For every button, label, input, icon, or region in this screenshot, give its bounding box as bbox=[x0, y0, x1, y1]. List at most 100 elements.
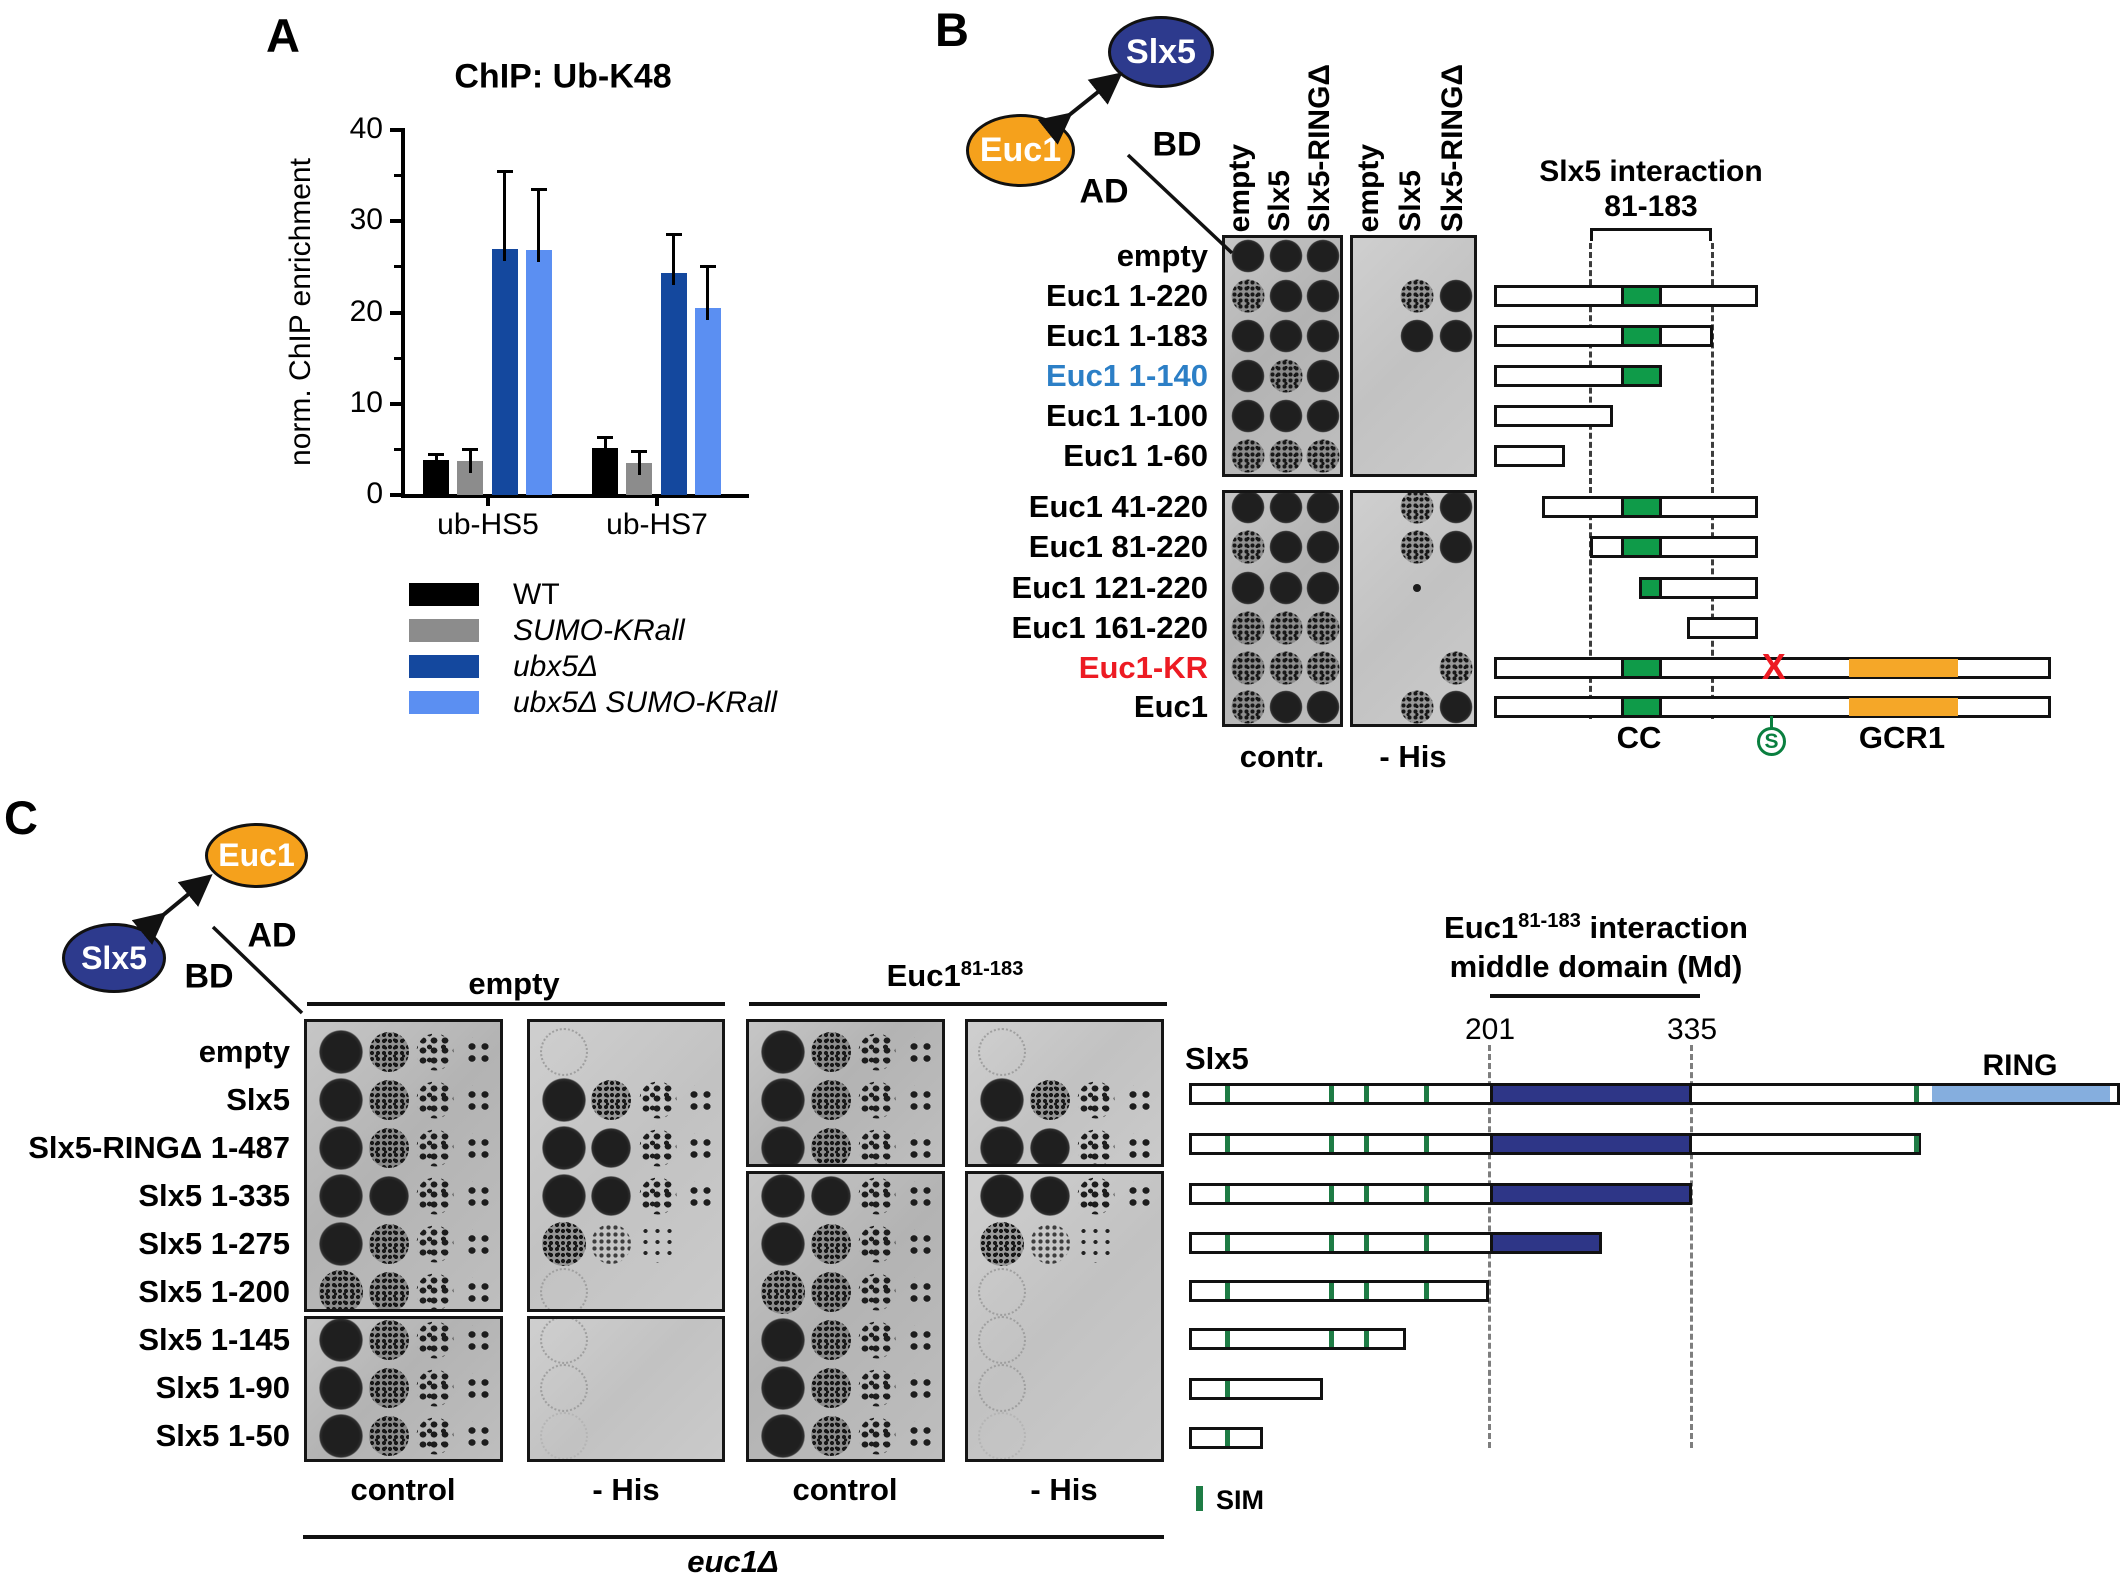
euc1-construct-bar bbox=[1590, 536, 1759, 558]
colony-spot bbox=[858, 1273, 896, 1311]
coiled-coil-domain bbox=[1620, 696, 1662, 718]
colony-spot bbox=[1269, 279, 1302, 313]
row-label-Euc1 1-100: Euc1 1-100 bbox=[1046, 398, 1208, 433]
euc1-oval-c: Euc1 bbox=[205, 823, 308, 888]
colony-spot bbox=[1400, 493, 1433, 524]
dashed-line-81 bbox=[1589, 243, 1592, 719]
row-label-Slx5 1-50: Slx5 1-50 bbox=[155, 1418, 290, 1453]
colony-spot bbox=[539, 1412, 588, 1459]
colony-spot bbox=[685, 1085, 715, 1115]
legend-swatch bbox=[409, 655, 479, 678]
colony-spot bbox=[977, 1268, 1026, 1316]
colony-spot bbox=[368, 1272, 409, 1309]
colony-spot bbox=[1306, 651, 1340, 685]
colony-spot bbox=[858, 1417, 896, 1455]
ring-domain bbox=[1931, 1086, 2110, 1102]
legend-swatch bbox=[409, 691, 479, 714]
y-tick-label: 20 bbox=[349, 294, 383, 328]
plate-label-contr: contr. bbox=[1239, 739, 1325, 774]
colony-spot bbox=[1269, 611, 1302, 645]
coiled-coil-domain bbox=[1620, 536, 1662, 558]
plate-c-euc1-control-lower bbox=[746, 1171, 945, 1462]
colony-spot bbox=[1269, 359, 1302, 393]
row-label-Euc1 81-220: Euc1 81-220 bbox=[1028, 529, 1208, 564]
euc1-oval: Euc1 bbox=[966, 114, 1075, 187]
sim-motif bbox=[1329, 1235, 1335, 1251]
colony-spot bbox=[416, 1273, 454, 1309]
sim-motif bbox=[1913, 1136, 1919, 1152]
strain-label: euc1Δ bbox=[687, 1544, 779, 1579]
ad-label-c: AD bbox=[247, 916, 297, 955]
slx5-oval-c-label: Slx5 bbox=[81, 939, 147, 976]
colony-spot bbox=[858, 1081, 896, 1119]
colony-spot bbox=[1077, 1177, 1115, 1215]
plate-c-empty-his-lower bbox=[527, 1316, 725, 1462]
gcr1-domain bbox=[1848, 659, 1959, 677]
colony-spot bbox=[977, 1412, 1026, 1459]
sim-motif bbox=[1225, 1186, 1231, 1202]
colony-spot bbox=[977, 1316, 1026, 1364]
colony-spot bbox=[1077, 1129, 1115, 1164]
sim-motif bbox=[1424, 1186, 1430, 1202]
colony-spot bbox=[463, 1325, 493, 1355]
interaction-arrow-b bbox=[1037, 72, 1123, 145]
colony-spot bbox=[1124, 1181, 1154, 1211]
sim-motif bbox=[1913, 1086, 1919, 1102]
colony-spot bbox=[760, 1174, 805, 1218]
y-tick bbox=[390, 493, 403, 497]
error-bar-cap bbox=[631, 449, 648, 453]
legend-label: WT bbox=[513, 578, 560, 611]
group-title-euc1: Euc181-183 bbox=[887, 958, 1024, 994]
colony-spot bbox=[463, 1037, 493, 1067]
sim-motif bbox=[1225, 1086, 1231, 1102]
colony-spot bbox=[1269, 399, 1302, 433]
euc1-construct-bar bbox=[1494, 696, 2052, 718]
panel-c-letter: C bbox=[4, 791, 38, 844]
diagram-title-main: Euc1 bbox=[1444, 910, 1519, 946]
colony-spot bbox=[979, 1222, 1024, 1266]
ad-label: AD bbox=[1079, 172, 1129, 211]
colony-spot bbox=[318, 1319, 363, 1362]
colony-spot bbox=[463, 1085, 493, 1115]
row-label-Euc1 1-183: Euc1 1-183 bbox=[1046, 318, 1208, 353]
ring-domain-label: RING bbox=[1982, 1049, 2058, 1082]
sim-motif bbox=[1363, 1331, 1369, 1347]
colony-spot bbox=[541, 1222, 586, 1266]
legend-swatch bbox=[409, 583, 479, 606]
euc1-construct-bar bbox=[1494, 657, 2052, 679]
colony-spot bbox=[1400, 530, 1433, 564]
error-bar-line bbox=[706, 266, 710, 320]
colony-spot bbox=[368, 1128, 409, 1168]
colony-spot bbox=[416, 1129, 454, 1167]
colony-spot bbox=[905, 1229, 935, 1259]
mutation-x-icon: X bbox=[1761, 646, 1786, 687]
error-bar-cap bbox=[462, 447, 479, 451]
y-tick bbox=[390, 401, 403, 406]
error-bar-line bbox=[434, 454, 438, 473]
row-label-Euc1 1-140: Euc1 1-140 bbox=[1046, 358, 1208, 393]
row-label-empty: empty bbox=[1116, 238, 1208, 273]
group-title-euc1-text: Euc1 bbox=[886, 958, 961, 994]
sim-motif bbox=[1225, 1136, 1231, 1152]
colony-spot bbox=[539, 1268, 588, 1309]
boundary-335-label: 335 bbox=[1666, 1013, 1718, 1046]
y-tick bbox=[390, 310, 403, 315]
colony-spot bbox=[318, 1126, 363, 1170]
colony-spot bbox=[1231, 239, 1265, 273]
colony-spot bbox=[539, 1028, 588, 1076]
coiled-coil-domain bbox=[1620, 496, 1662, 518]
colony-spot bbox=[318, 1414, 363, 1458]
colony-spot bbox=[1439, 493, 1473, 524]
colony-spot bbox=[541, 1174, 586, 1218]
colony-spot bbox=[1306, 571, 1340, 605]
panel-b-letter: B bbox=[935, 3, 969, 56]
slx5-construct-bar bbox=[1189, 1378, 1324, 1400]
slx5-oval-c: Slx5 bbox=[62, 923, 166, 993]
colony-spot bbox=[639, 1129, 677, 1167]
colony-spot bbox=[1124, 1133, 1154, 1163]
colony-spot bbox=[1439, 530, 1473, 564]
y-tick bbox=[390, 219, 403, 224]
slx5-construct-bar bbox=[1189, 1280, 1489, 1302]
colony-spot bbox=[1231, 493, 1265, 524]
